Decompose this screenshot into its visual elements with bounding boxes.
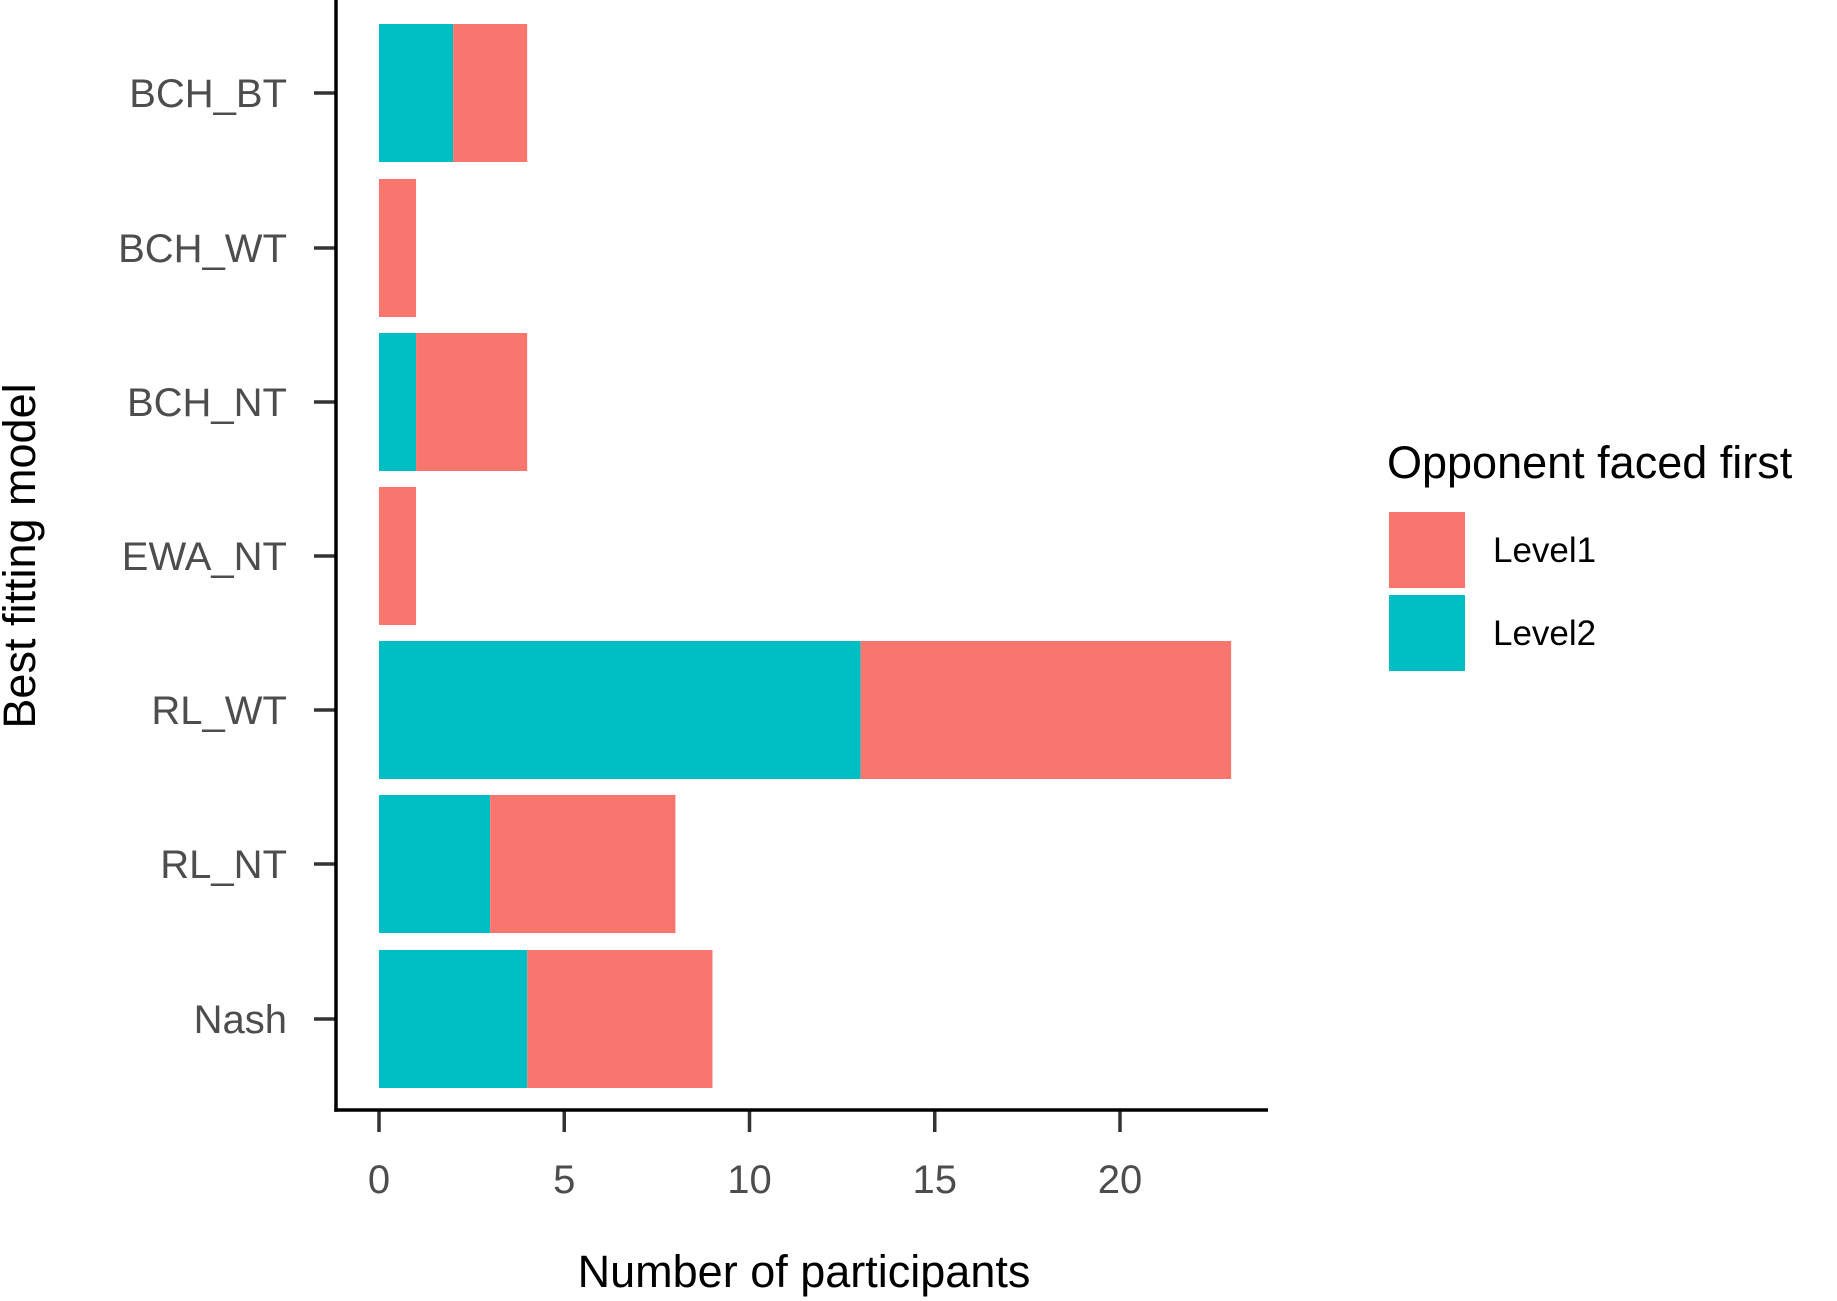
- legend-label: Level2: [1493, 614, 1596, 653]
- legend: Opponent faced first Level1 Level2: [1387, 437, 1793, 671]
- legend-key-Level1: [1389, 512, 1465, 588]
- y-tick-label: BCH_BT: [129, 72, 287, 116]
- bar-BCH_NT-Level1: [416, 333, 528, 471]
- y-tick-label: RL_WT: [151, 689, 287, 733]
- legend-key-Level2: [1389, 595, 1465, 671]
- legend-label: Level1: [1493, 531, 1596, 570]
- x-tick-label: 20: [1098, 1158, 1143, 1202]
- y-tick-label: BCH_WT: [118, 227, 287, 271]
- bar-layer: [379, 24, 1232, 1088]
- y-tick-label: EWA_NT: [122, 535, 287, 579]
- y-axis-ticks: BCH_BT BCH_WT BCH_NT EWA_NT RL_WT RL_NT Nash: [118, 72, 336, 1042]
- y-axis-title: Best fitting model: [0, 383, 45, 728]
- x-tick-label: 15: [913, 1158, 958, 1202]
- y-tick-label: BCH_NT: [127, 381, 287, 425]
- bar-RL_NT-Level2: [379, 795, 491, 933]
- bar-BCH_NT-Level2: [379, 333, 417, 471]
- bar-Nash-Level1: [527, 950, 713, 1088]
- bar-RL_WT-Level1: [860, 641, 1232, 779]
- bar-RL_NT-Level1: [490, 795, 676, 933]
- x-axis-ticks: 0 5 10 15 20: [368, 1110, 1142, 1202]
- y-tick-label: RL_NT: [160, 843, 287, 887]
- x-axis-title: Number of participants: [578, 1246, 1031, 1297]
- bar-BCH_WT-Level1: [379, 179, 417, 317]
- bar-RL_WT-Level2: [379, 641, 861, 779]
- x-tick-label: 5: [553, 1158, 575, 1202]
- x-tick-label: 10: [727, 1158, 772, 1202]
- bar-BCH_BT-Level2: [379, 24, 454, 162]
- bar-BCH_BT-Level1: [453, 24, 528, 162]
- y-tick-label: Nash: [194, 998, 287, 1042]
- legend-title: Opponent faced first: [1387, 437, 1793, 488]
- bar-Nash-Level2: [379, 950, 528, 1088]
- bar-EWA_NT-Level1: [379, 487, 417, 625]
- x-tick-label: 0: [368, 1158, 390, 1202]
